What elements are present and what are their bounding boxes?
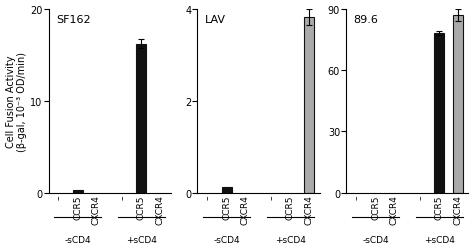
Text: +sCD4: +sCD4	[424, 235, 455, 244]
Text: 89.6: 89.6	[354, 15, 379, 25]
Text: +sCD4: +sCD4	[275, 235, 306, 244]
Y-axis label: Cell Fusion Activity
(β-gal, 10⁻³ OD/min): Cell Fusion Activity (β-gal, 10⁻³ OD/min…	[6, 51, 27, 151]
Bar	[303, 18, 314, 193]
Text: SF162: SF162	[56, 15, 91, 25]
Bar	[222, 187, 232, 193]
Text: -sCD4: -sCD4	[213, 235, 240, 244]
Text: -sCD4: -sCD4	[362, 235, 389, 244]
Bar	[453, 16, 463, 193]
Text: +sCD4: +sCD4	[126, 235, 157, 244]
Text: -sCD4: -sCD4	[64, 235, 91, 244]
Bar	[73, 191, 83, 193]
Text: LAV: LAV	[205, 15, 226, 25]
Bar	[434, 34, 444, 193]
Bar	[137, 44, 146, 193]
